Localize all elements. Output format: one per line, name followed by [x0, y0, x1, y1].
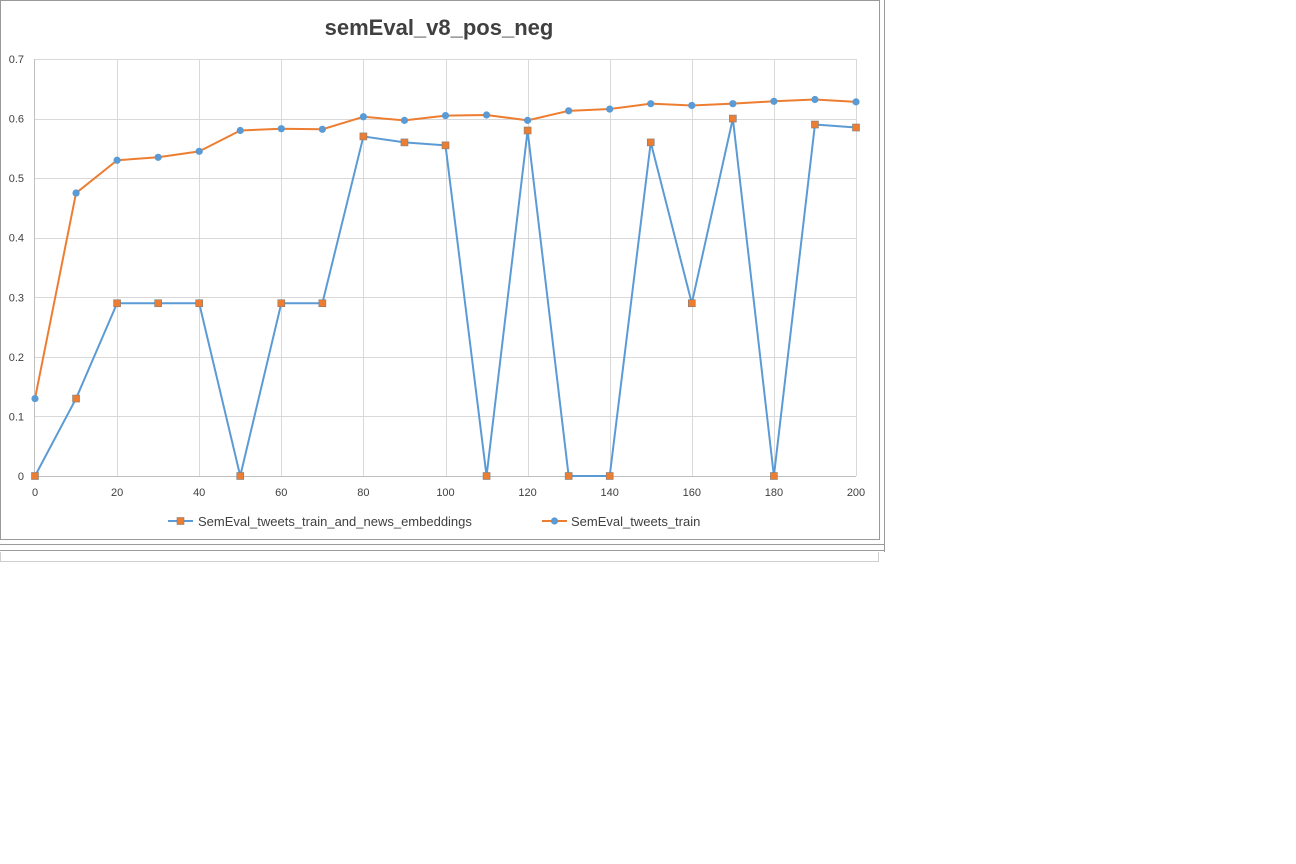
data-point — [687, 299, 696, 308]
data-point — [236, 472, 245, 480]
y-tick-label: 0.4 — [9, 233, 24, 245]
data-point — [441, 141, 450, 150]
data-point — [564, 472, 573, 480]
data-point — [318, 299, 327, 308]
data-point — [646, 138, 655, 147]
x-tick-label: 200 — [847, 487, 865, 499]
x-tick-label: 0 — [32, 487, 38, 499]
data-point — [195, 299, 203, 308]
y-axis-tick-labels: 0 0.1 0.2 0.3 0.4 0.5 0.6 0.7 — [9, 54, 24, 483]
legend-marker — [550, 517, 559, 525]
x-tick-label: 160 — [683, 487, 701, 499]
legend-label: SemEval_tweets_train_and_news_embeddings — [198, 514, 472, 529]
chart-title: semEval_v8_pos_neg — [325, 15, 554, 40]
data-point — [482, 472, 491, 480]
x-tick-label: 40 — [193, 487, 205, 499]
data-point — [441, 111, 450, 120]
data-point — [72, 189, 80, 197]
y-tick-label: 0.5 — [9, 173, 24, 185]
x-tick-label: 120 — [518, 487, 536, 499]
x-tick-label: 100 — [436, 487, 454, 499]
legend-item: SemEval_tweets_train_and_news_embeddings — [168, 514, 472, 529]
data-point — [605, 472, 614, 480]
data-point — [154, 299, 162, 308]
data-point — [852, 123, 860, 132]
y-tick-label: 0.6 — [9, 114, 24, 126]
data-point — [524, 116, 532, 124]
y-tick-label: 0.2 — [9, 352, 24, 364]
legend-label: SemEval_tweets_train — [571, 514, 700, 529]
data-point — [400, 138, 409, 147]
data-point — [31, 472, 39, 480]
legend-marker — [176, 517, 185, 525]
data-point — [606, 105, 614, 113]
data-point — [154, 153, 162, 161]
data-point — [729, 100, 737, 108]
data-point — [277, 299, 286, 308]
plot-series — [31, 95, 860, 480]
data-point — [852, 98, 860, 106]
data-point — [811, 95, 819, 104]
data-point — [811, 120, 819, 129]
data-point — [72, 394, 80, 403]
data-point — [565, 107, 573, 115]
y-tick-label: 0.1 — [9, 411, 24, 423]
chart-border — [0, 0, 885, 562]
data-point — [195, 147, 203, 155]
data-point — [688, 101, 696, 110]
y-tick-label: 0 — [18, 471, 24, 483]
data-point — [523, 126, 532, 135]
series-1 — [31, 114, 860, 480]
legend-item: SemEval_tweets_train — [542, 514, 700, 529]
data-point — [359, 113, 367, 121]
data-point — [647, 100, 655, 108]
gridlines — [35, 59, 857, 476]
series-2 — [31, 95, 860, 403]
x-tick-label: 80 — [357, 487, 369, 499]
data-point — [359, 132, 368, 141]
legend: SemEval_tweets_train_and_news_embeddings… — [168, 514, 700, 529]
data-point — [277, 125, 285, 133]
data-point — [482, 111, 491, 119]
data-point — [770, 472, 778, 480]
data-point — [31, 394, 39, 403]
data-point — [729, 114, 737, 123]
axes — [34, 59, 856, 477]
y-tick-label: 0.7 — [9, 54, 24, 66]
y-tick-label: 0.3 — [9, 292, 24, 304]
x-tick-label: 20 — [111, 487, 123, 499]
x-tick-label: 60 — [275, 487, 287, 499]
data-point — [400, 116, 409, 124]
data-point — [770, 97, 778, 105]
data-point — [318, 125, 326, 133]
data-point — [236, 126, 244, 135]
x-axis-tick-labels: 0 20 40 60 80 100 120 140 160 180 200 — [32, 487, 865, 499]
x-tick-label: 180 — [765, 487, 783, 499]
x-tick-label: 140 — [601, 487, 619, 499]
data-point — [113, 156, 121, 164]
data-point — [113, 299, 121, 308]
